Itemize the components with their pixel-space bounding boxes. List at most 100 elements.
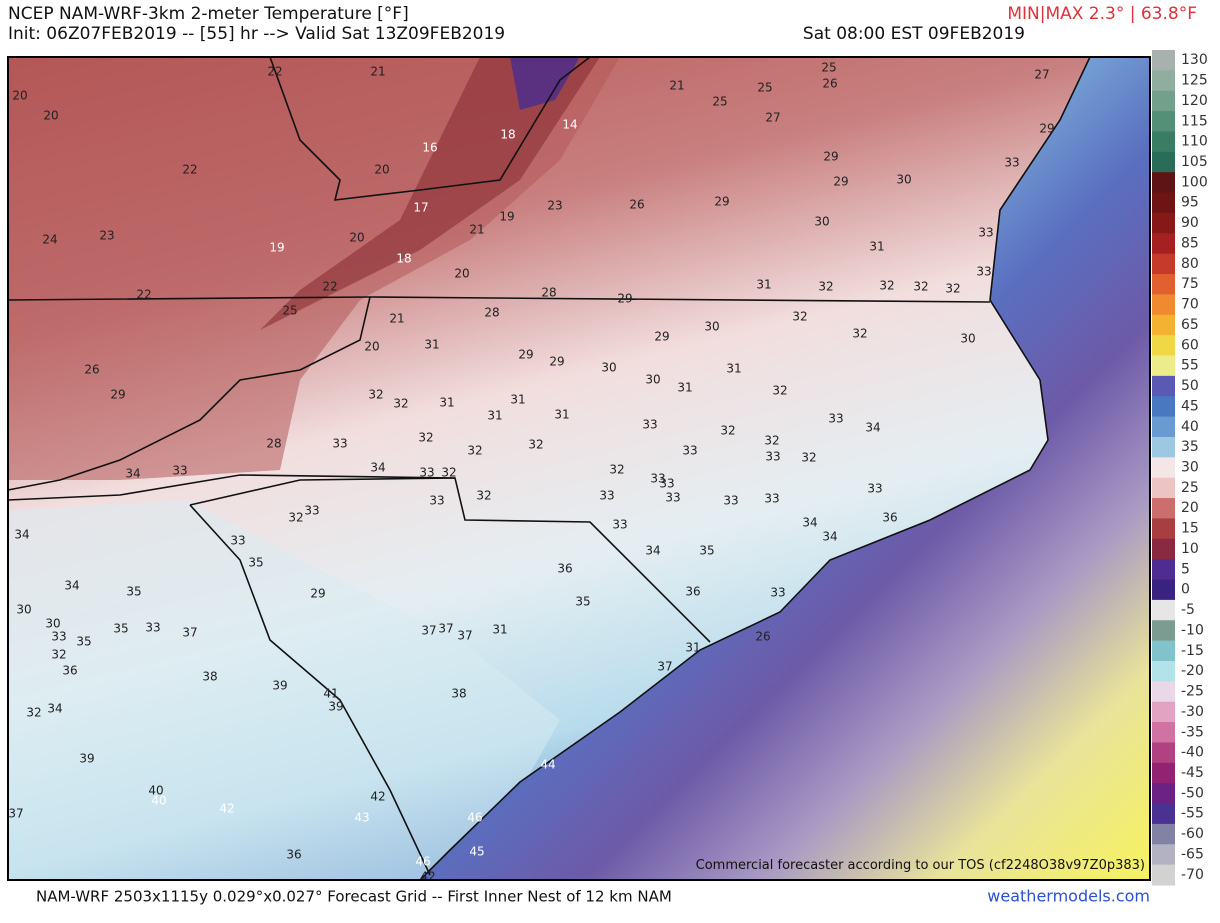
station-value: 16 (422, 141, 437, 155)
station-value: 33 (770, 586, 785, 600)
station-value: 22 (267, 65, 282, 79)
nc-sc-border (189, 477, 711, 643)
station-value: 30 (704, 320, 719, 334)
station-value: 32 (720, 424, 735, 438)
colorbar-label: 100 (1181, 174, 1208, 190)
station-value: 35 (76, 635, 91, 649)
colorbar-swatch (1152, 498, 1175, 519)
colorbar-label: 65 (1181, 317, 1199, 333)
colorbar-swatch (1152, 803, 1175, 825)
station-value: 33 (665, 491, 680, 505)
station-value: 26 (629, 198, 644, 212)
colorbar-swatch (1152, 620, 1175, 642)
station-value: 36 (62, 664, 77, 678)
colorbar-swatch (1152, 375, 1175, 397)
station-value: 40 (148, 784, 163, 798)
station-value: 33 (419, 466, 434, 480)
station-value: 33 (1004, 156, 1019, 170)
station-value: 20 (364, 340, 379, 354)
station-value: 32 (51, 648, 66, 662)
station-value: 29 (654, 330, 669, 344)
station-value: 23 (99, 229, 114, 243)
station-value: 24 (42, 233, 57, 247)
station-value: 38 (202, 670, 217, 684)
station-value: 44 (540, 758, 555, 772)
station-value: 35 (113, 622, 128, 636)
colorbar-swatch (1152, 518, 1175, 540)
station-value: 32 (913, 280, 928, 294)
station-value: 36 (882, 511, 897, 525)
station-value: 33 (172, 464, 187, 478)
station-value: 36 (685, 585, 700, 599)
station-value: 29 (1039, 122, 1054, 136)
site-link[interactable]: weathermodels.com (987, 887, 1150, 906)
station-value: 42 (370, 790, 385, 804)
station-value: 21 (389, 312, 404, 326)
station-value: 32 (26, 706, 41, 720)
station-value: 19 (499, 210, 514, 224)
station-value: 35 (699, 544, 714, 558)
colorbar-label: 25 (1181, 480, 1199, 496)
station-value: 40 (151, 794, 166, 808)
station-value: 32 (945, 282, 960, 296)
station-value: 29 (617, 292, 632, 306)
colorbar-swatch (1152, 722, 1175, 743)
station-value: 33 (650, 472, 665, 486)
station-value: 39 (79, 752, 94, 766)
station-value: 33 (764, 492, 779, 506)
colorbar-label: -5 (1181, 602, 1195, 618)
colorbar-label: 10 (1181, 541, 1199, 557)
station-value: 26 (84, 363, 99, 377)
colorbar-label: 125 (1181, 73, 1208, 89)
station-value: 21 (669, 79, 684, 93)
colorbar-swatch (1152, 192, 1175, 214)
station-value: 20 (349, 231, 364, 245)
station-value: 34 (645, 544, 660, 558)
colorbar-label: 45 (1181, 398, 1199, 414)
station-value: 37 (182, 626, 197, 640)
colorbar-label: 55 (1181, 358, 1199, 374)
colorbar-swatch (1152, 742, 1175, 764)
station-value: 25 (821, 61, 836, 75)
valid-time: Sat 08:00 EST 09FEB2019 (803, 24, 1025, 44)
station-value: 33 (429, 494, 444, 508)
station-value: 33 (659, 477, 674, 491)
station-value: 30 (960, 332, 975, 346)
colorbar-swatch (1152, 131, 1175, 153)
station-value: 33 (765, 450, 780, 464)
station-value: 25 (712, 95, 727, 109)
station-value: 37 (421, 624, 436, 638)
station-value: 33 (978, 226, 993, 240)
colorbar-swatch (1152, 660, 1175, 682)
station-value: 20 (43, 109, 58, 123)
station-value: 29 (823, 150, 838, 164)
station-value: 41 (323, 687, 338, 701)
mild-region (8, 500, 560, 880)
station-value: 29 (714, 195, 729, 209)
station-value: 27 (1034, 68, 1049, 82)
colorbar-label: 110 (1181, 134, 1208, 150)
map-area: 20 20 21 22 16 18 14 20 17 19 21 23 26 21 25 25 25 26 27 29… (7, 56, 1150, 884)
station-value: 25 (282, 304, 297, 318)
station-value: 33 (642, 418, 657, 432)
colorbar-label: 40 (1181, 419, 1199, 435)
station-value: 38 (451, 687, 466, 701)
colorbar-swatch (1152, 396, 1175, 418)
station-value: 31 (677, 381, 692, 395)
colorbar-swatch (1152, 111, 1175, 132)
colorbar-swatch (1152, 783, 1175, 805)
station-value: 31 (869, 240, 884, 254)
station-value: 32 (879, 279, 894, 293)
station-value: 39 (328, 700, 343, 714)
cold-core (510, 57, 580, 110)
colorbar-swatch (1152, 70, 1175, 92)
station-value: 31 (554, 408, 569, 422)
colorbar-label: 75 (1181, 276, 1199, 292)
colorbar-label: 15 (1181, 521, 1199, 537)
colorbar-swatch (1152, 864, 1175, 886)
colorbar-label: 120 (1181, 93, 1208, 109)
station-value: 31 (492, 623, 507, 637)
colorbar-label: -40 (1181, 745, 1204, 761)
min-max: MIN|MAX 2.3° | 63.8°F (1007, 4, 1197, 24)
colorbar-swatch (1152, 416, 1175, 438)
